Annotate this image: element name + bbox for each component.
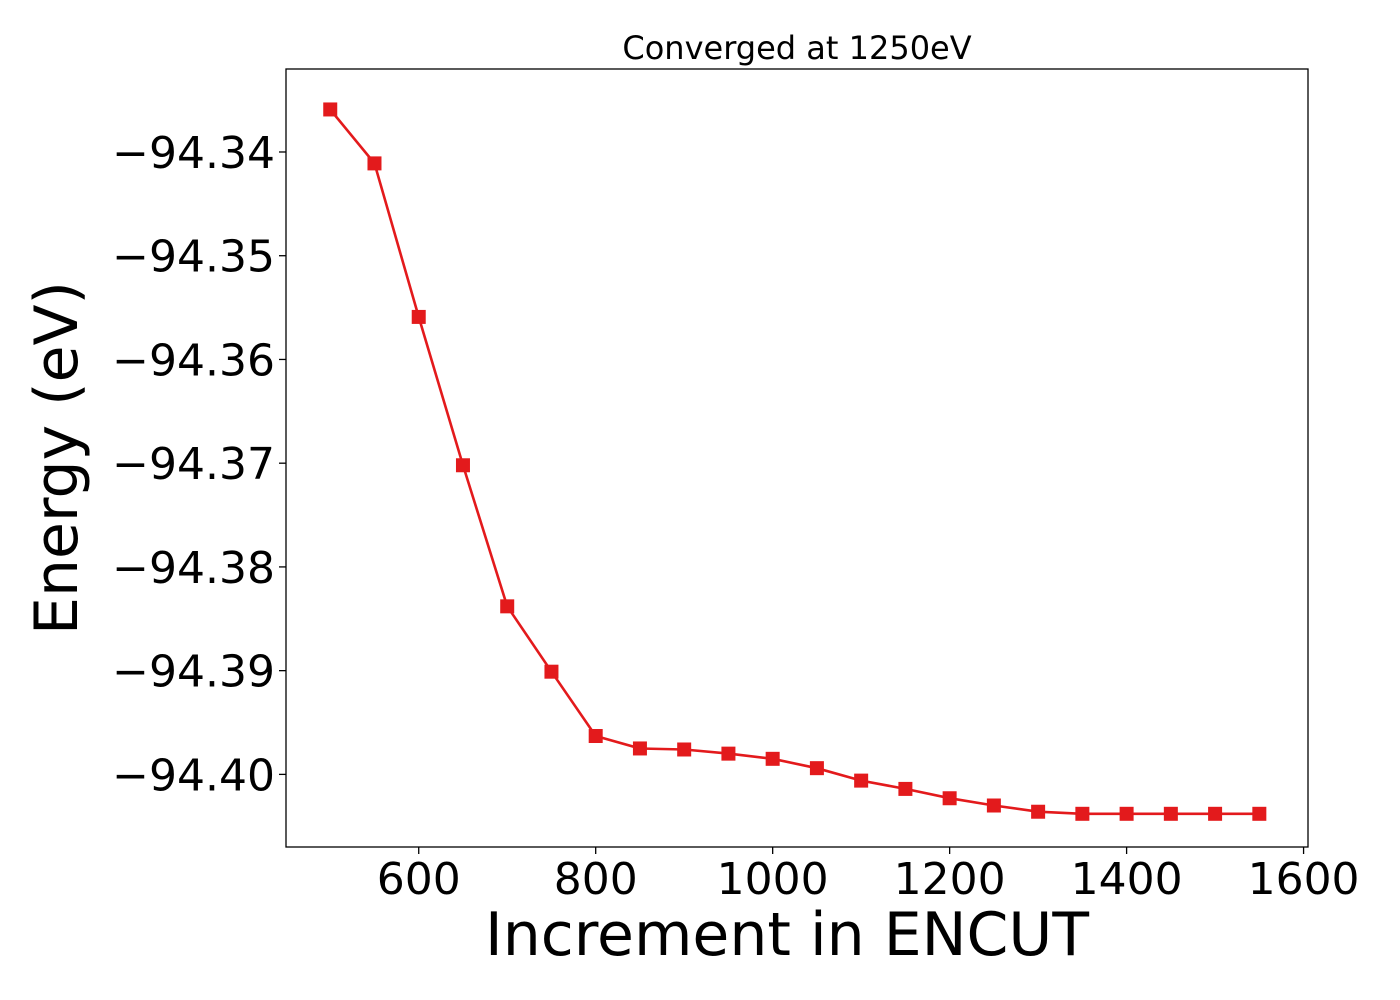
x-tick-label: 1000 <box>717 854 829 905</box>
series-line <box>329 108 1260 816</box>
y-axis: −94.34 −94.35 −94.36 −94.37 −94.38 −94.39 −94.… <box>112 128 286 801</box>
x-tick-label: 1400 <box>1071 854 1183 905</box>
x-axis-label: Increment in ENCUT <box>485 900 1089 970</box>
y-tick-label: −94.38 <box>112 543 275 594</box>
y-tick-label: −94.35 <box>112 232 275 283</box>
y-tick-label: −94.37 <box>112 439 275 490</box>
data-point-marker <box>544 664 559 679</box>
data-point-marker <box>1075 806 1090 821</box>
data-point-marker <box>632 741 647 756</box>
data-point-marker <box>986 798 1001 813</box>
x-axis: 600 800 1000 1200 1400 1600 <box>377 847 1360 905</box>
data-point-marker <box>411 309 426 324</box>
x-tick-label: 800 <box>554 854 638 905</box>
series-energy <box>323 102 1267 821</box>
data-point-marker <box>1031 804 1046 819</box>
data-point-marker <box>677 742 692 757</box>
data-point-marker <box>1208 806 1223 821</box>
y-tick-label: −94.40 <box>112 750 275 801</box>
data-point-marker <box>367 156 382 171</box>
data-point-marker <box>721 746 736 761</box>
y-tick-label: −94.36 <box>112 335 275 386</box>
chart-title: Converged at 1250eV <box>622 29 971 67</box>
data-point-marker <box>455 458 470 473</box>
plot-frame <box>285 68 1309 848</box>
x-tick-label: 1200 <box>894 854 1006 905</box>
data-point-marker <box>500 599 515 614</box>
y-tick-label: −94.39 <box>112 647 275 698</box>
data-point-marker <box>854 773 869 788</box>
data-point-marker <box>898 781 913 796</box>
data-point-marker <box>1119 806 1134 821</box>
data-point-marker <box>588 729 603 744</box>
data-point-marker <box>323 102 338 117</box>
x-tick-label: 600 <box>377 854 461 905</box>
y-axis-label: Energy (eV) <box>22 281 92 635</box>
y-tick-label: −94.34 <box>112 128 275 179</box>
data-point-marker <box>765 751 780 766</box>
data-point-marker <box>809 761 824 776</box>
data-point-marker <box>1252 806 1267 821</box>
x-tick-label: 1600 <box>1248 854 1360 905</box>
data-point-marker <box>1163 806 1178 821</box>
data-point-marker <box>942 791 957 806</box>
